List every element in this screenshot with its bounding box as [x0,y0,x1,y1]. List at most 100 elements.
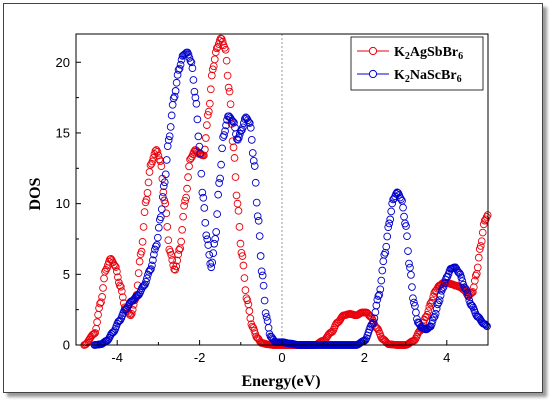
series-1-marker [148,157,157,166]
series-2-marker [215,179,223,187]
series-1-marker [245,307,254,315]
series-2-marker [171,87,180,95]
legend-box [350,36,484,91]
series-2 [90,48,491,349]
series-2-marker [464,292,473,301]
series-2-marker [436,291,445,300]
series-1-marker [421,313,430,322]
series-2-marker [438,284,447,293]
series-1-marker [243,296,252,305]
series-2-marker [189,76,198,84]
series-2-marker [147,265,155,273]
series-2-marker [153,233,162,242]
axis-ticks: -4 -2 0 2 4 0 5 10 15 20 [56,55,489,365]
series-2-marker [257,267,266,276]
series-1-marker [97,298,105,307]
x-tick-label: -4 [111,350,123,365]
series-1-marker [164,236,173,245]
series-2-marker [429,313,438,322]
series-2-marker [378,266,387,275]
series-1-marker [181,196,189,205]
series-2-marker [165,132,174,141]
series-2-marker [197,169,206,178]
series-1-marker [231,173,240,181]
series-2-marker [151,245,159,254]
x-tick-label: 4 [443,350,450,365]
series-2-marker [261,309,270,317]
series-1-marker [138,237,147,246]
series-1-marker [160,196,169,205]
series-1-marker [98,293,106,301]
series-1-marker [204,107,213,116]
series-1-marker [163,222,172,231]
series-1-marker [91,329,99,337]
series-2-marker [192,99,201,108]
series-1-marker [328,327,337,336]
series-2-marker [377,276,386,285]
series-1-marker [225,87,234,96]
series-1-marker [118,293,127,302]
series-2-marker [228,116,236,125]
series-1-marker [212,44,221,53]
series-2-marker [160,178,169,187]
series-2-marker [250,162,259,170]
y-axis-title: DOS [27,177,44,210]
series-1-marker [99,284,107,292]
series-1-marker [230,154,239,162]
series-1-marker [479,220,488,229]
series-1-marker [223,71,232,80]
series-1-marker [149,153,158,162]
series-1-marker [202,134,210,142]
series-2-marker [457,273,466,282]
series-2-marker [433,300,442,309]
series-1-marker [232,191,241,200]
series-1-marker [135,257,144,266]
series-1-marker [474,253,483,262]
x-tick-label: 2 [361,350,368,365]
x-tick-label: 0 [278,350,285,365]
series-2-marker [216,174,224,183]
series-2-marker [202,231,211,240]
series-2-marker [221,127,229,135]
series-1-marker [155,155,164,164]
series-2-marker [207,263,216,272]
series-2-marker [386,215,395,224]
series-2-marker [381,248,390,257]
series-2-marker [244,118,253,126]
series-2-marker [194,132,203,141]
series-2-marker [364,328,373,337]
series-2-marker [162,156,171,164]
series-2-marker [237,127,245,135]
series-2-marker [256,252,265,260]
series-2-marker [468,302,477,310]
series-2-marker [148,261,156,270]
series-1-marker [115,281,124,290]
series-1-marker [236,239,245,248]
series-2-marker [367,320,376,329]
series-2-marker [200,204,209,212]
series-2-marker [190,87,199,96]
series-2-marker [409,294,417,303]
series-2-marker [247,136,256,144]
series-2-marker [373,295,382,304]
series-2-marker [397,195,405,204]
series-1-marker [206,85,215,94]
series-2-marker [222,121,230,130]
series-1-marker [177,237,185,246]
y-tick-label: 5 [63,267,70,282]
x-tick-label: -2 [194,350,206,365]
series-2-marker [431,309,440,318]
series-2-marker [152,241,161,249]
series-1-marker [237,249,246,257]
series-2-marker [169,94,178,103]
series-2-marker [253,212,262,221]
series-1-marker [238,252,247,260]
series-1-marker [240,274,249,282]
series-2-marker [156,213,165,221]
y-tick-label: 0 [63,338,70,353]
series-1-marker [222,56,231,65]
series-2-marker [149,256,157,265]
series-2-marker [248,149,257,157]
series-2-marker [376,285,385,294]
